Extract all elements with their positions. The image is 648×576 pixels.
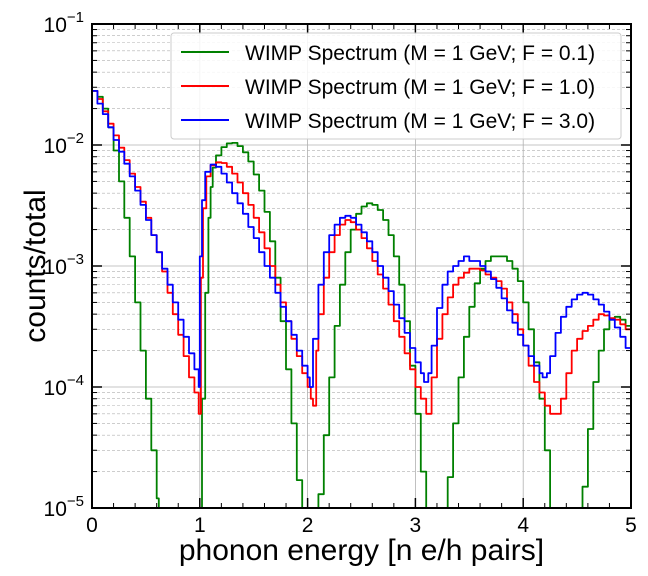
legend-box (170, 32, 622, 140)
ticks (91, 23, 632, 509)
series-line-2 (92, 90, 631, 415)
tick-labels: 0 1 2 3 4 5 10−5 10−4 10−3 10−2 10−1 (44, 9, 637, 537)
x-tick-label: 5 (625, 514, 637, 537)
legend-label-1: WIMP Spectrum (M = 1 GeV; F = 0.1) (245, 42, 595, 65)
y-tick-label: 10−1 (44, 9, 84, 37)
x-tick-label: 4 (517, 514, 529, 537)
y-tick-label: 10−2 (44, 130, 84, 158)
legend-label-3: WIMP Spectrum (M = 1 GeV; F = 3.0) (245, 110, 595, 133)
series-layer (92, 90, 631, 508)
y-tick-label: 10−5 (44, 493, 84, 521)
x-tick-label: 2 (302, 514, 314, 537)
x-tick-label: 1 (194, 514, 206, 537)
y-tick-label: 10−3 (44, 251, 84, 279)
y-tick-label: 10−4 (44, 372, 84, 400)
x-tick-label: 3 (410, 514, 422, 537)
legend: WIMP Spectrum (M = 1 GeV; F = 0.1) WIMP S… (170, 32, 622, 140)
series-line-3 (92, 90, 631, 388)
x-axis-label: phonon energy [n e/h pairs] (179, 534, 544, 567)
legend-label-2: WIMP Spectrum (M = 1 GeV; F = 1.0) (245, 76, 595, 99)
y-axis-label: counts/total (19, 189, 52, 342)
x-tick-label: 0 (86, 514, 98, 537)
